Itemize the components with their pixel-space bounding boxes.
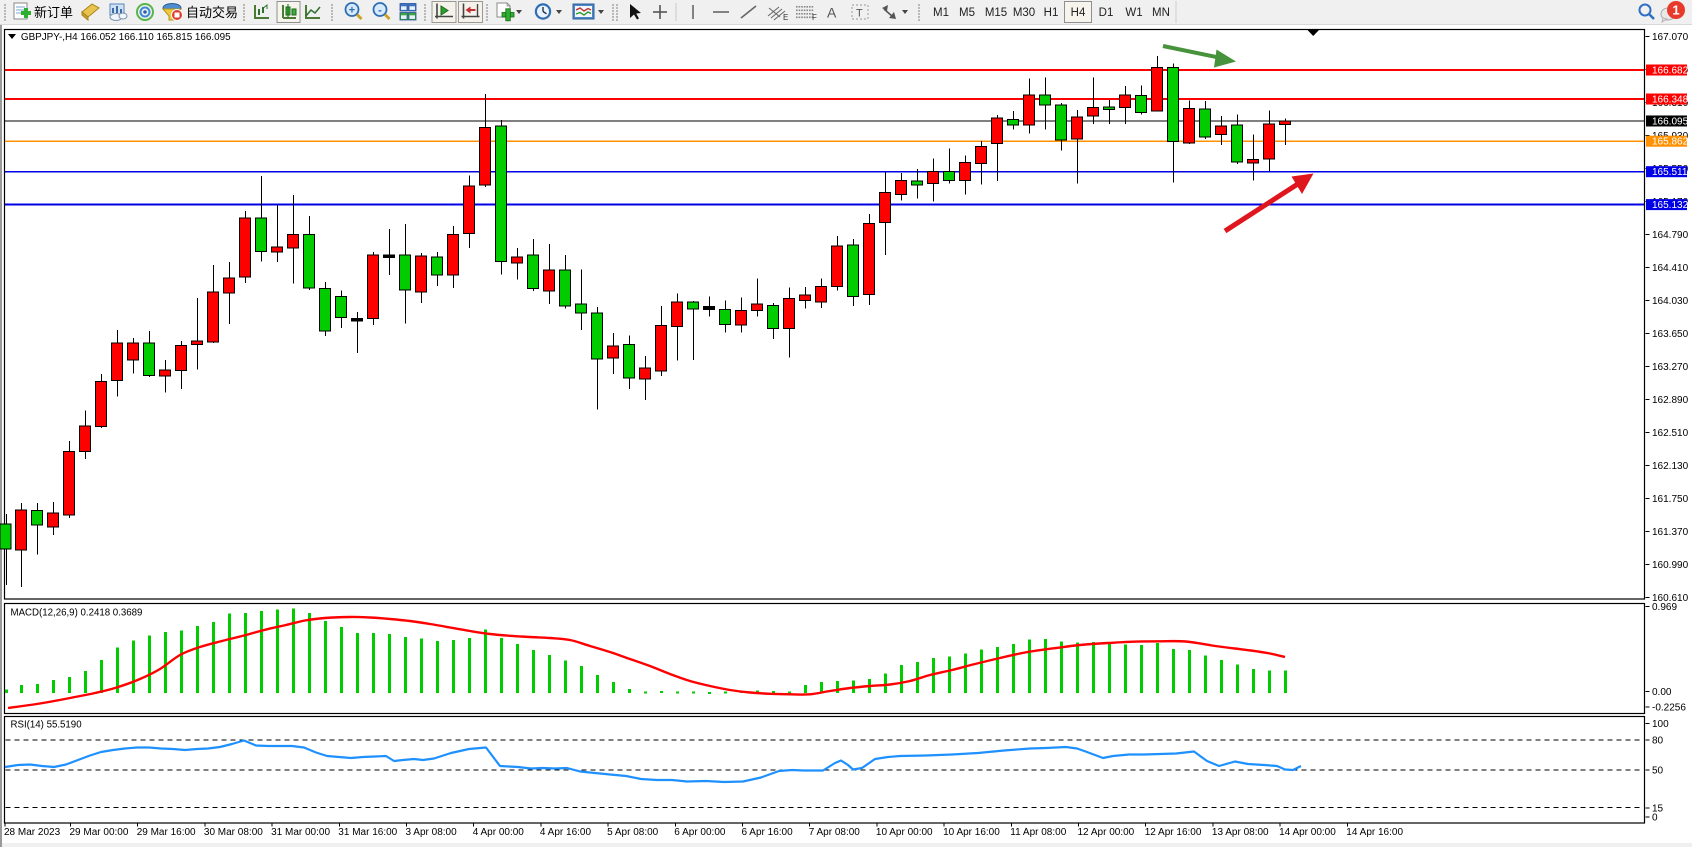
svg-text:H1: H1	[1044, 7, 1059, 19]
svg-text:12 Apr 16:00: 12 Apr 16:00	[1145, 827, 1202, 838]
svg-text:31 Mar 16:00: 31 Mar 16:00	[338, 827, 397, 838]
svg-text:+: +	[349, 5, 355, 17]
svg-text:14 Apr 00:00: 14 Apr 00:00	[1279, 827, 1336, 838]
svg-text:165.511: 165.511	[1652, 167, 1688, 178]
svg-text:6 Apr 16:00: 6 Apr 16:00	[742, 827, 794, 838]
svg-text:H4: H4	[1071, 7, 1086, 19]
svg-text:162.510: 162.510	[1652, 428, 1689, 439]
svg-text:30 Mar 08:00: 30 Mar 08:00	[204, 827, 263, 838]
svg-text:14 Apr 16:00: 14 Apr 16:00	[1346, 827, 1403, 838]
svg-text:0.00: 0.00	[1652, 687, 1672, 698]
svg-text:162.890: 162.890	[1652, 395, 1689, 406]
svg-text:M1: M1	[933, 7, 949, 19]
svg-text:163.270: 163.270	[1652, 362, 1689, 373]
svg-text:GBPJPY-,H4 166.052 166.110 16: GBPJPY-,H4 166.052 166.110 165.815 166.0…	[21, 32, 231, 43]
svg-text:-0.2256: -0.2256	[1652, 703, 1686, 714]
svg-text:-: -	[378, 5, 382, 17]
svg-text:3 Apr 08:00: 3 Apr 08:00	[406, 827, 458, 838]
svg-text:M15: M15	[985, 7, 1007, 19]
svg-text:166.095: 166.095	[1652, 116, 1689, 127]
svg-text:13 Apr 08:00: 13 Apr 08:00	[1212, 827, 1269, 838]
svg-text:MACD(12,26,9) 0.2418 0.3689: MACD(12,26,9) 0.2418 0.3689	[11, 608, 143, 619]
svg-text:29 Mar 16:00: 29 Mar 16:00	[137, 827, 196, 838]
svg-text:0: 0	[1652, 813, 1658, 824]
svg-text:7 Apr 08:00: 7 Apr 08:00	[809, 827, 861, 838]
svg-text:自动交易: 自动交易	[186, 5, 238, 20]
svg-text:164.790: 164.790	[1652, 230, 1689, 241]
svg-text:80: 80	[1652, 735, 1664, 746]
svg-text:29 Mar 00:00: 29 Mar 00:00	[70, 827, 129, 838]
svg-text:160.990: 160.990	[1652, 560, 1689, 571]
svg-text:164.410: 164.410	[1652, 263, 1689, 274]
svg-text:F: F	[812, 13, 817, 22]
svg-text:165.862: 165.862	[1652, 137, 1689, 148]
svg-text:M30: M30	[1013, 7, 1035, 19]
svg-text:161.750: 161.750	[1652, 494, 1689, 505]
svg-text:165.132: 165.132	[1652, 200, 1689, 211]
svg-text:MN: MN	[1152, 7, 1170, 19]
svg-text:新订单: 新订单	[34, 5, 73, 20]
svg-text:161.370: 161.370	[1652, 527, 1689, 538]
svg-text:5 Apr 08:00: 5 Apr 08:00	[607, 827, 659, 838]
svg-text:15: 15	[1652, 804, 1664, 815]
svg-text:W1: W1	[1125, 7, 1142, 19]
svg-text:12 Apr 00:00: 12 Apr 00:00	[1078, 827, 1135, 838]
svg-text:0.969: 0.969	[1652, 602, 1677, 613]
svg-text:4 Apr 16:00: 4 Apr 16:00	[540, 827, 592, 838]
svg-text:1: 1	[1672, 3, 1679, 18]
svg-text:166.682: 166.682	[1652, 66, 1689, 77]
svg-text:4 Apr 00:00: 4 Apr 00:00	[473, 827, 525, 838]
svg-text:A: A	[827, 5, 837, 21]
svg-text:10 Apr 00:00: 10 Apr 00:00	[876, 827, 933, 838]
svg-text:50: 50	[1652, 766, 1664, 777]
svg-text:RSI(14) 55.5190: RSI(14) 55.5190	[11, 720, 83, 731]
svg-text:163.650: 163.650	[1652, 329, 1689, 340]
svg-text:M5: M5	[959, 7, 975, 19]
svg-text:31 Mar 00:00: 31 Mar 00:00	[271, 827, 330, 838]
svg-text:166.348: 166.348	[1652, 95, 1689, 106]
svg-text:164.030: 164.030	[1652, 296, 1689, 307]
svg-text:162.130: 162.130	[1652, 461, 1689, 472]
svg-text:11 Apr 08:00: 11 Apr 08:00	[1010, 827, 1066, 838]
svg-text:T: T	[856, 8, 863, 20]
svg-text:6 Apr 00:00: 6 Apr 00:00	[674, 827, 726, 838]
svg-text:E: E	[783, 13, 788, 22]
svg-text:160.610: 160.610	[1652, 593, 1689, 604]
svg-text:28 Mar 2023: 28 Mar 2023	[4, 827, 61, 838]
svg-text:100: 100	[1652, 719, 1669, 730]
svg-text:167.070: 167.070	[1652, 32, 1689, 43]
svg-text:10 Apr 16:00: 10 Apr 16:00	[943, 827, 1000, 838]
svg-text:D1: D1	[1099, 7, 1114, 19]
